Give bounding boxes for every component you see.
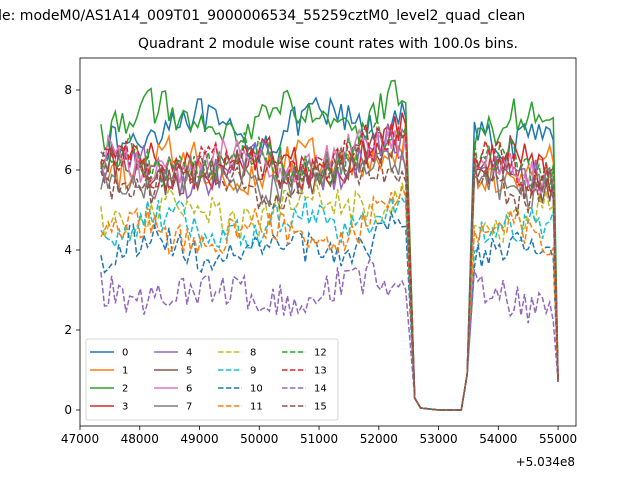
figure-suptitle: n file: modeM0/AS1A14_009T01_9000006534_… <box>0 8 526 24</box>
legend-label-1: 1 <box>122 366 128 377</box>
y-tick-label: 6 <box>64 163 72 177</box>
y-tick-label: 8 <box>64 83 72 97</box>
series-line-1 <box>100 122 559 411</box>
series-layer <box>100 79 559 411</box>
x-axis: 47000 48000 49000 50000 51000 52000 53000 54000… <box>61 426 577 446</box>
legend-label-0: 0 <box>122 348 128 359</box>
x-tick-label: 54000 <box>479 432 517 446</box>
x-tick-label: 53000 <box>419 432 457 446</box>
legend-label-11: 11 <box>250 402 263 413</box>
legend-label-3: 3 <box>122 402 128 413</box>
legend-label-4: 4 <box>186 348 192 359</box>
y-tick-label: 0 <box>64 403 72 417</box>
series-line-13 <box>100 121 559 411</box>
y-tick-label: 4 <box>64 243 72 257</box>
legend-label-5: 5 <box>186 366 192 377</box>
series-line-12 <box>100 117 559 411</box>
series-line-0 <box>100 96 559 411</box>
legend-label-9: 9 <box>250 366 256 377</box>
x-tick-label: 55000 <box>539 432 577 446</box>
series-line-15 <box>100 153 559 411</box>
legend-label-15: 15 <box>314 402 327 413</box>
x-tick-label: 51000 <box>300 432 338 446</box>
legend-frame <box>85 338 339 421</box>
x-tick-label: 49000 <box>180 432 218 446</box>
legend-label-2: 2 <box>122 384 128 395</box>
y-axis: 0 2 4 6 8 <box>64 83 80 417</box>
y-tick-label: 2 <box>64 323 72 337</box>
series-line-9 <box>100 194 559 411</box>
legend-label-10: 10 <box>250 384 263 395</box>
chart-title: Quadrant 2 module wise count rates with … <box>138 36 518 52</box>
legend-label-8: 8 <box>250 348 256 359</box>
legend-label-6: 6 <box>186 384 192 395</box>
series-line-11 <box>100 185 559 411</box>
legend-label-14: 14 <box>314 384 327 395</box>
legend-label-7: 7 <box>186 402 192 413</box>
series-line-14 <box>100 258 559 411</box>
series-line-10 <box>100 210 559 411</box>
axes-frame <box>79 57 577 427</box>
x-tick-label: 48000 <box>121 432 159 446</box>
legend-label-12: 12 <box>314 348 327 359</box>
series-line-2 <box>100 79 559 411</box>
legend-label-13: 13 <box>314 366 327 377</box>
x-tick-label: 52000 <box>360 432 398 446</box>
x-tick-label: 50000 <box>240 432 278 446</box>
x-offset-text: +5.034e8 <box>516 455 575 469</box>
x-tick-label: 47000 <box>61 432 99 446</box>
